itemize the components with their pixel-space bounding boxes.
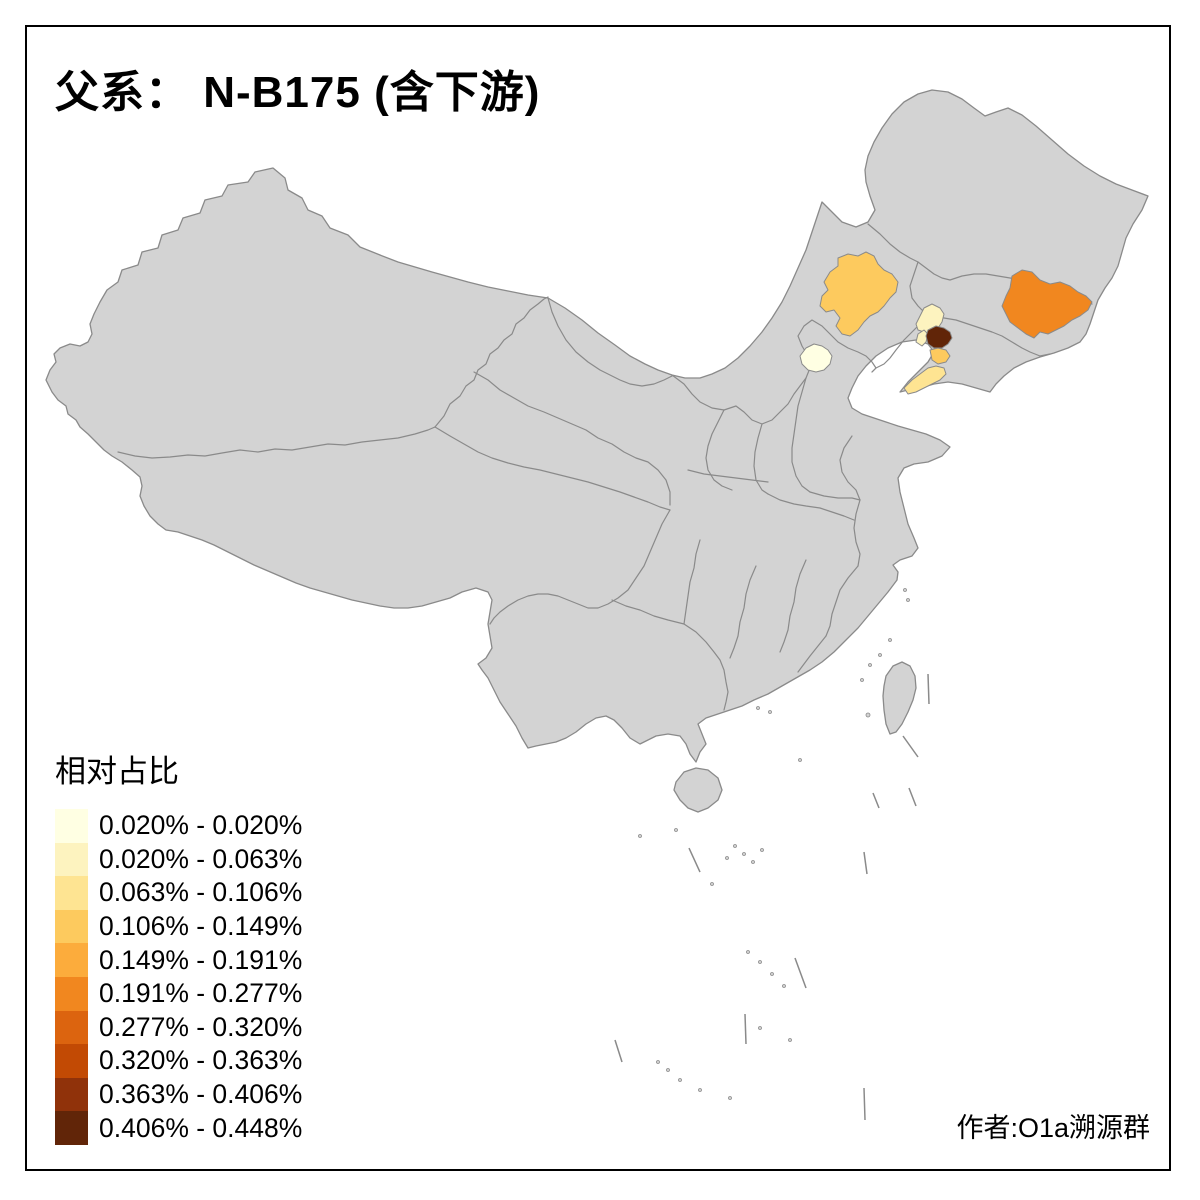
china-mainland-outline — [45, 89, 1149, 763]
legend-row: 0.406% - 0.448% — [55, 1111, 302, 1145]
legend-row: 0.277% - 0.320% — [55, 1010, 303, 1045]
legend-title: 相对占比 — [55, 754, 179, 789]
region-inner-mongolia-east — [819, 251, 899, 337]
province-borders — [117, 223, 1093, 711]
legend-rows: 0.020% - 0.020% 0.020% - 0.063% 0.063% - 0… — [55, 809, 302, 1145]
legend-label: 0.149% - 0.191% — [99, 944, 303, 975]
region-liaoning-mid — [929, 347, 951, 365]
legend-row: 0.106% - 0.149% — [55, 909, 303, 944]
legend-label: 0.277% - 0.320% — [99, 1011, 303, 1042]
legend-label: 0.406% - 0.448% — [99, 1112, 303, 1143]
region-beijing — [799, 343, 833, 373]
legend-swatch — [55, 943, 88, 977]
legend-row: 0.191% - 0.277% — [55, 976, 303, 1011]
legend-swatch — [55, 1077, 88, 1112]
legend-label: 0.063% - 0.106% — [99, 877, 303, 908]
legend-swatch — [55, 976, 88, 1011]
figure-title: 父系： N-B175 (含下游) — [55, 68, 541, 117]
legend-swatch — [55, 909, 88, 944]
legend-row: 0.020% - 0.063% — [55, 842, 303, 877]
legend-label: 0.020% - 0.020% — [99, 810, 303, 841]
legend-swatch — [55, 842, 88, 877]
legend-label: 0.320% - 0.363% — [99, 1045, 303, 1076]
legend-swatch — [55, 1111, 88, 1145]
hainan-island — [673, 767, 723, 813]
region-liaoning-dark — [925, 325, 953, 349]
region-liaoning-west-small — [915, 329, 929, 347]
legend-swatch — [55, 1010, 88, 1045]
legend-row: 0.320% - 0.363% — [55, 1044, 302, 1078]
legend-label: 0.363% - 0.406% — [99, 1079, 303, 1110]
legend-swatch — [55, 876, 88, 910]
legend-row: 0.020% - 0.020% — [55, 809, 302, 843]
legend: 相对占比 0.020% - 0.020% 0.020% - 0.063% 0.063… — [55, 746, 302, 1145]
legend-swatch — [55, 809, 88, 843]
attribution: 作者:O1a溯源群 — [956, 1113, 1150, 1143]
legend-row: 0.363% - 0.406% — [55, 1077, 303, 1112]
legend-row: 0.149% - 0.191% — [55, 943, 302, 977]
sea-island-marks — [614, 673, 930, 1121]
choropleth-regions — [799, 251, 1093, 395]
sea-island-dots — [638, 588, 910, 1100]
legend-swatch — [55, 1044, 88, 1078]
region-liaoning-coast — [903, 365, 947, 395]
taiwan-island — [882, 661, 917, 735]
region-jilin-east — [1001, 269, 1093, 339]
legend-row: 0.063% - 0.106% — [55, 876, 302, 910]
legend-label: 0.106% - 0.149% — [99, 911, 303, 942]
legend-label: 0.020% - 0.063% — [99, 843, 303, 874]
legend-label: 0.191% - 0.277% — [99, 978, 303, 1009]
